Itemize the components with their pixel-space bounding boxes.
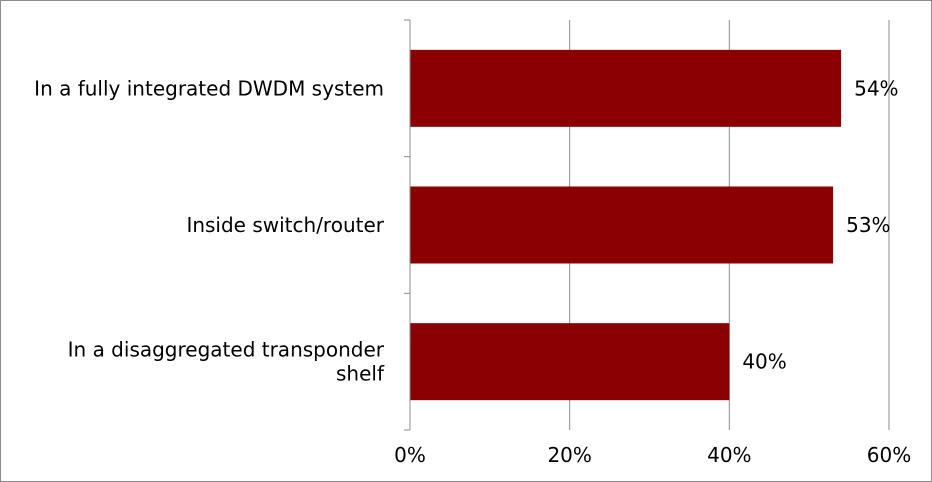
bar-2 <box>410 323 730 401</box>
data-label-0: 54% <box>854 76 898 100</box>
category-label-2-line-0: In a disaggregated transponder <box>68 338 385 362</box>
category-label-2-line-1: shelf <box>336 362 385 386</box>
x-tick-label-2: 40% <box>707 443 751 467</box>
x-tick-label-1: 20% <box>547 443 591 467</box>
data-label-1: 53% <box>846 213 890 237</box>
bar-1 <box>410 186 834 264</box>
x-tick-label-3: 60% <box>867 443 911 467</box>
category-label-1: Inside switch/router <box>186 213 384 237</box>
data-label-2: 40% <box>742 350 786 374</box>
x-tick-label-0: 0% <box>394 443 426 467</box>
bar-0 <box>410 49 842 127</box>
category-label-0: In a fully integrated DWDM system <box>34 76 384 100</box>
